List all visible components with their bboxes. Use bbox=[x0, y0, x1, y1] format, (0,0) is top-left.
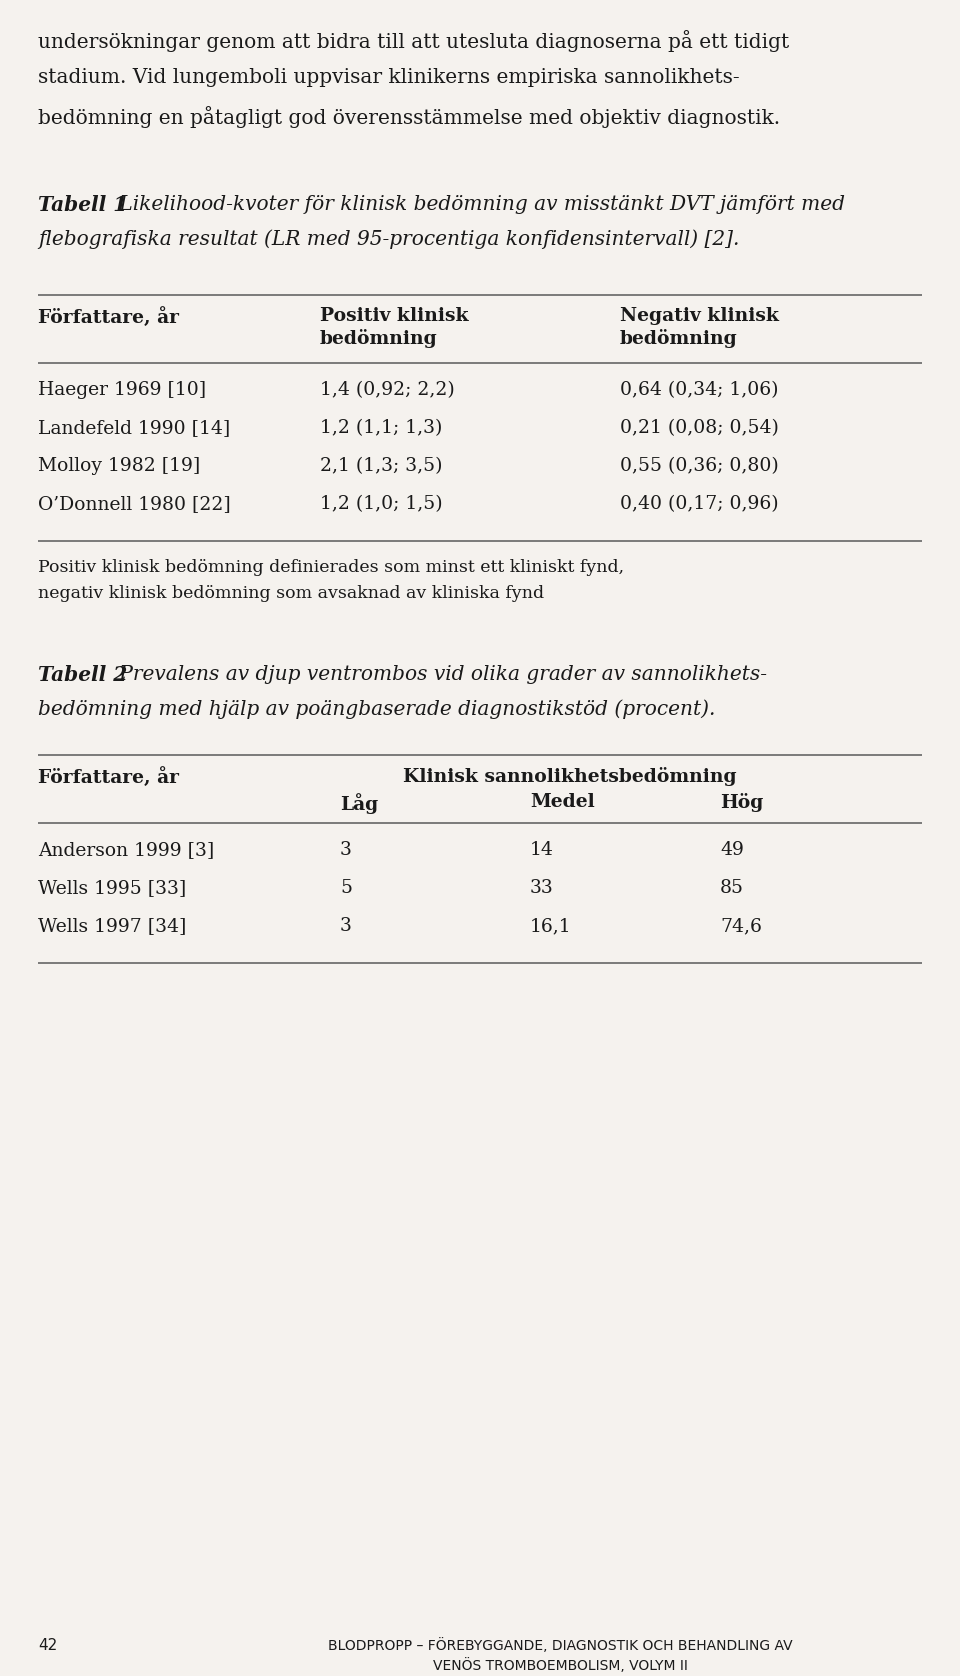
Text: Haeger 1969 [10]: Haeger 1969 [10] bbox=[38, 380, 206, 399]
Text: 0,21 (0,08; 0,54): 0,21 (0,08; 0,54) bbox=[620, 419, 779, 437]
Text: 1,4 (0,92; 2,2): 1,4 (0,92; 2,2) bbox=[320, 380, 455, 399]
Text: Positiv klinisk: Positiv klinisk bbox=[320, 307, 468, 325]
Text: 1,2 (1,1; 1,3): 1,2 (1,1; 1,3) bbox=[320, 419, 443, 437]
Text: negativ klinisk bedömning som avsaknad av kliniska fynd: negativ klinisk bedömning som avsaknad a… bbox=[38, 585, 544, 602]
Text: Landefeld 1990 [14]: Landefeld 1990 [14] bbox=[38, 419, 230, 437]
Text: 5: 5 bbox=[340, 878, 352, 897]
Text: 16,1: 16,1 bbox=[530, 917, 571, 935]
Text: bedömning med hjälp av poängbaserade diagnostikstöd (procent).: bedömning med hjälp av poängbaserade dia… bbox=[38, 699, 715, 719]
Text: 14: 14 bbox=[530, 841, 554, 860]
Text: 0,64 (0,34; 1,06): 0,64 (0,34; 1,06) bbox=[620, 380, 779, 399]
Text: 42: 42 bbox=[38, 1637, 58, 1653]
Text: bedömning en påtagligt god överensstämmelse med objektiv diagnostik.: bedömning en påtagligt god överensstämme… bbox=[38, 106, 780, 127]
Text: 1,2 (1,0; 1,5): 1,2 (1,0; 1,5) bbox=[320, 494, 443, 513]
Text: stadium. Vid lungemboli uppvisar klinikerns empiriska sannolikhets-: stadium. Vid lungemboli uppvisar klinike… bbox=[38, 69, 739, 87]
Text: Låg: Låg bbox=[340, 793, 378, 815]
Text: 3: 3 bbox=[340, 841, 352, 860]
Text: 0,55 (0,36; 0,80): 0,55 (0,36; 0,80) bbox=[620, 458, 779, 474]
Text: 74,6: 74,6 bbox=[720, 917, 762, 935]
Text: bedömning: bedömning bbox=[320, 328, 438, 349]
Text: 0,40 (0,17; 0,96): 0,40 (0,17; 0,96) bbox=[620, 494, 779, 513]
Text: Negativ klinisk: Negativ klinisk bbox=[620, 307, 779, 325]
Text: flebografiska resultat (LR med 95-procentiga konfidensintervall) [2].: flebografiska resultat (LR med 95-procen… bbox=[38, 230, 739, 248]
Text: 49: 49 bbox=[720, 841, 744, 860]
Text: Författare, år: Författare, år bbox=[38, 768, 179, 788]
Text: Anderson 1999 [3]: Anderson 1999 [3] bbox=[38, 841, 214, 860]
Text: VENÖS TROMBOEMBOLISM, VOLYM II: VENÖS TROMBOEMBOLISM, VOLYM II bbox=[433, 1658, 687, 1673]
Text: 2,1 (1,3; 3,5): 2,1 (1,3; 3,5) bbox=[320, 458, 443, 474]
Text: Tabell 1: Tabell 1 bbox=[38, 194, 128, 215]
Text: Wells 1997 [34]: Wells 1997 [34] bbox=[38, 917, 186, 935]
Text: Tabell 2: Tabell 2 bbox=[38, 665, 128, 685]
Text: Medel: Medel bbox=[530, 793, 595, 811]
Text: 3: 3 bbox=[340, 917, 352, 935]
Text: O’Donnell 1980 [22]: O’Donnell 1980 [22] bbox=[38, 494, 230, 513]
Text: Klinisk sannolikhetsbedömning: Klinisk sannolikhetsbedömning bbox=[403, 768, 737, 786]
Text: Författare, år: Författare, år bbox=[38, 307, 179, 327]
Text: Hög: Hög bbox=[720, 793, 763, 811]
Text: 85: 85 bbox=[720, 878, 744, 897]
Text: Wells 1995 [33]: Wells 1995 [33] bbox=[38, 878, 186, 897]
Text: bedömning: bedömning bbox=[620, 328, 737, 349]
Text: Positiv klinisk bedömning definierades som minst ett kliniskt fynd,: Positiv klinisk bedömning definierades s… bbox=[38, 560, 624, 577]
Text: undersökningar genom att bidra till att utesluta diagnoserna på ett tidigt: undersökningar genom att bidra till att … bbox=[38, 30, 789, 52]
Text: BLODPROPP – FÖREBYGGANDE, DIAGNOSTIK OCH BEHANDLING AV: BLODPROPP – FÖREBYGGANDE, DIAGNOSTIK OCH… bbox=[327, 1637, 792, 1653]
Text: Molloy 1982 [19]: Molloy 1982 [19] bbox=[38, 458, 201, 474]
Text: 33: 33 bbox=[530, 878, 554, 897]
Text: Likelihood-kvoter för klinisk bedömning av misstänkt DVT jämfört med: Likelihood-kvoter för klinisk bedömning … bbox=[113, 194, 845, 215]
Text: Prevalens av djup ventrombos vid olika grader av sannolikhets-: Prevalens av djup ventrombos vid olika g… bbox=[113, 665, 767, 684]
